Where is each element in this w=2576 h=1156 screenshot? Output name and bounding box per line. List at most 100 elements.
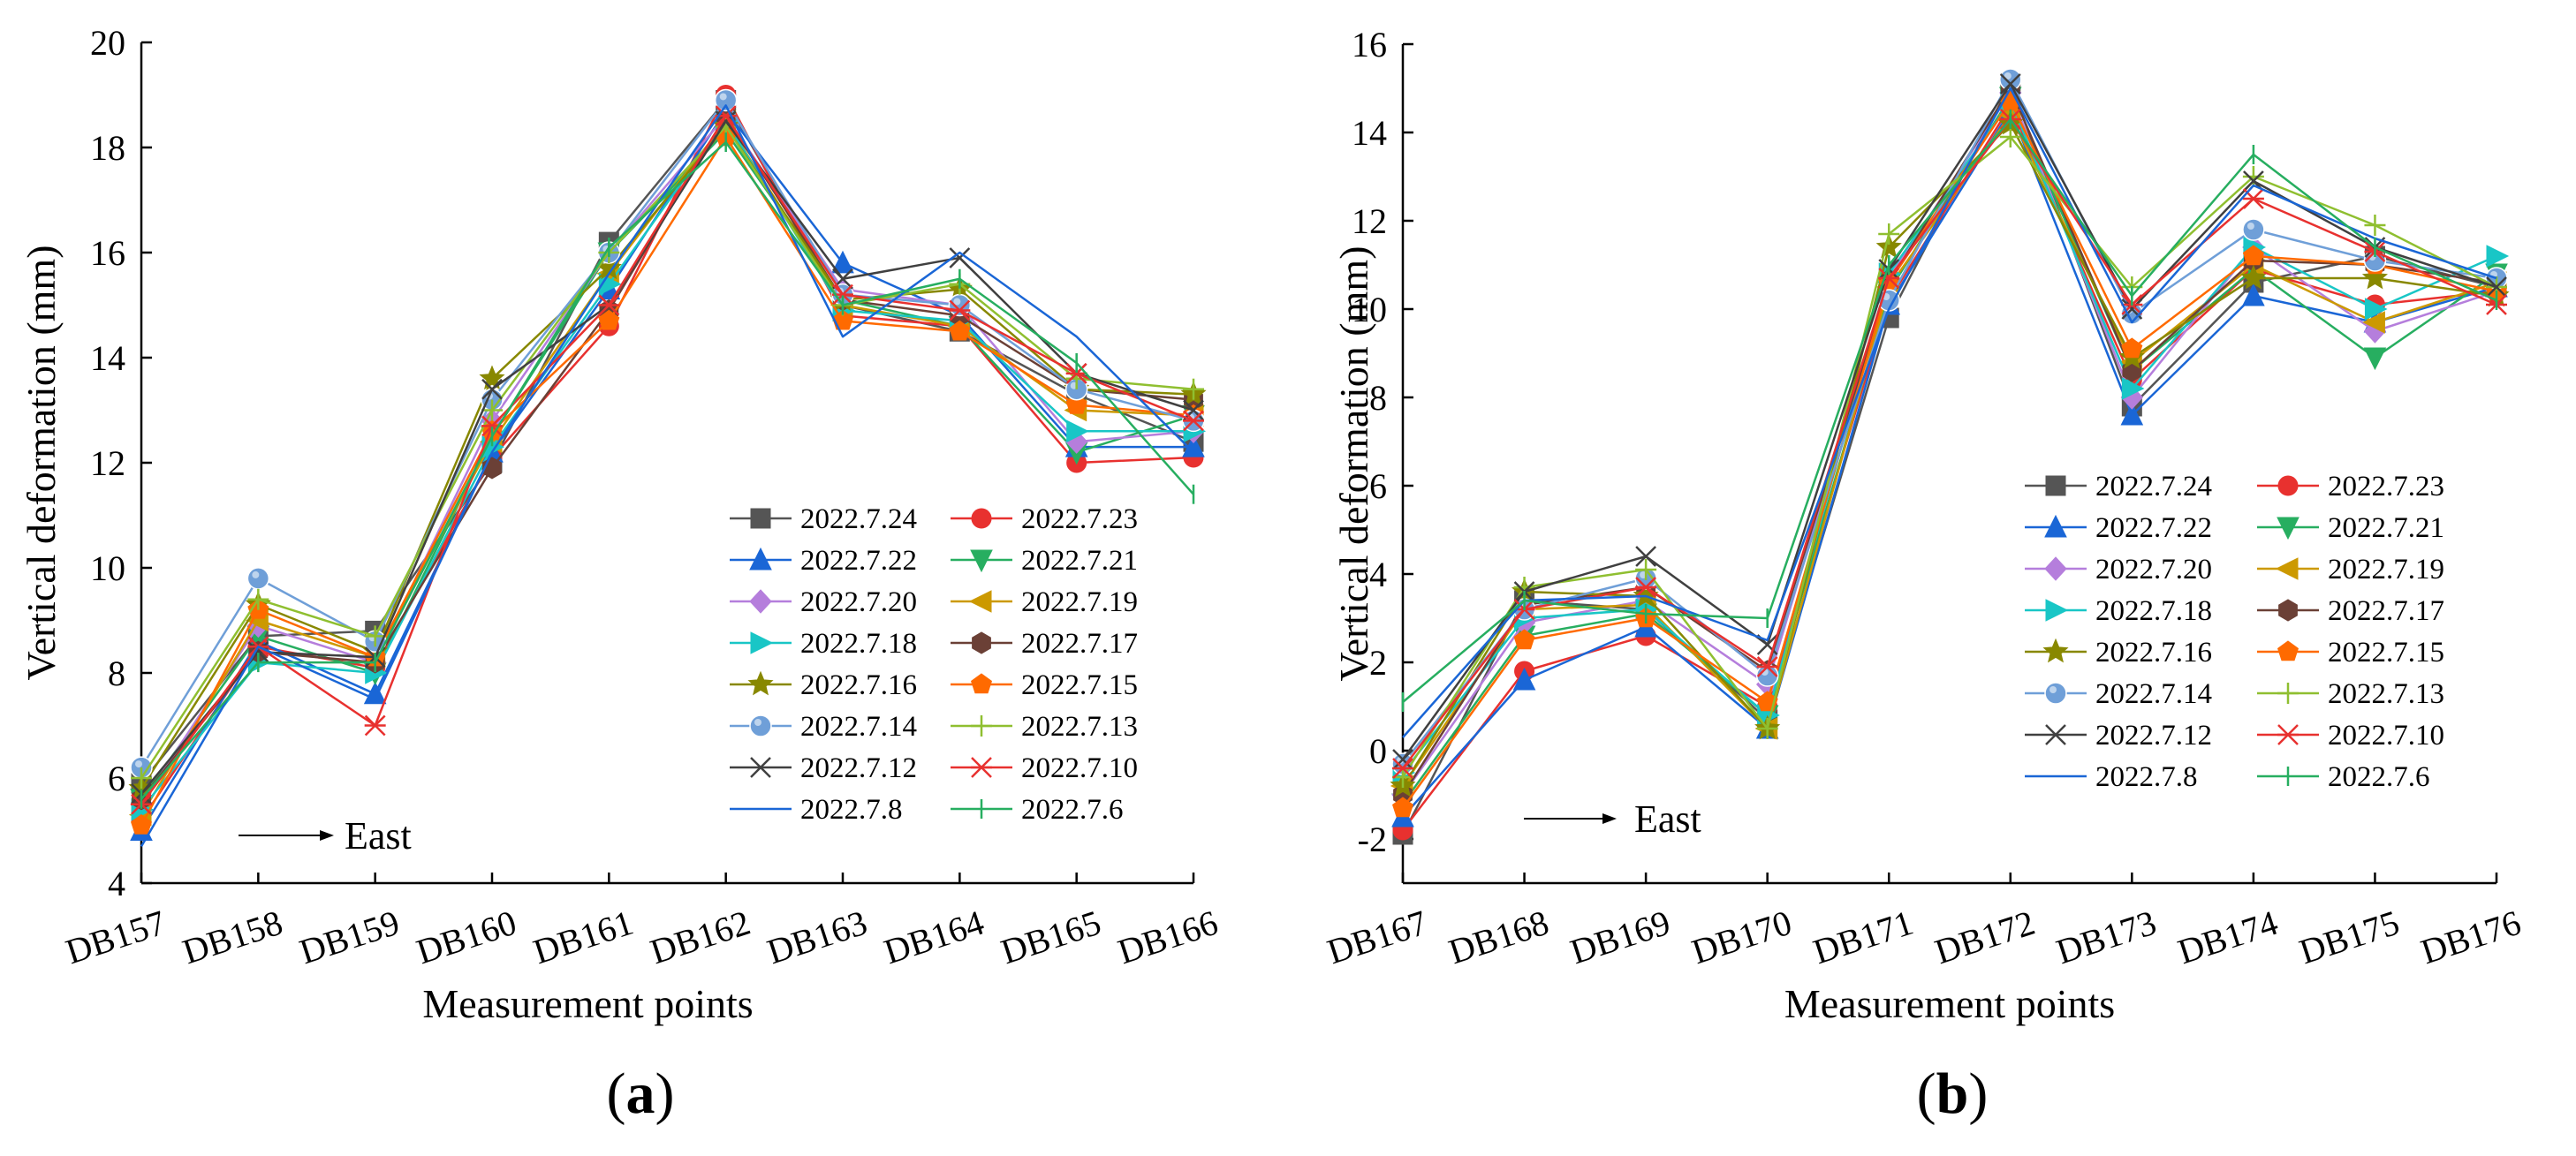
series-line xyxy=(1401,82,2497,760)
series-2022.7.10 xyxy=(131,105,1204,815)
data-point xyxy=(481,378,503,400)
legend-label: 2022.7.20 xyxy=(800,586,917,618)
legend-label: 2022.7.6 xyxy=(2328,761,2430,793)
legend-marker xyxy=(2277,517,2299,540)
series-line xyxy=(140,99,1194,768)
data-point xyxy=(1066,419,1089,443)
legend-marker xyxy=(2044,514,2067,538)
legend-item: 2022.7.19 xyxy=(2257,554,2444,586)
y-tick-label: 2 xyxy=(1369,643,1387,683)
chart-panel-a: 4 6 8 10 12 14 16 18 20 DB157 DB158 DB159 DB160 DB161… xyxy=(19,23,1223,1126)
y-tick-label: 14 xyxy=(1352,113,1387,153)
data-point xyxy=(1392,758,1413,779)
x-tick-label: DB163 xyxy=(762,903,872,972)
legend-marker xyxy=(749,589,772,614)
data-point xyxy=(1999,73,2021,94)
series-line xyxy=(1402,87,2497,738)
data-point xyxy=(2364,298,2388,321)
y-tick-label: 10 xyxy=(1352,290,1387,329)
legend-label: 2022.7.21 xyxy=(1021,545,1138,577)
legend-marker xyxy=(2275,557,2299,580)
y-tick-label: 16 xyxy=(1352,25,1387,64)
series-line xyxy=(140,104,1194,847)
legend-label: 2022.7.13 xyxy=(2328,678,2444,710)
series-line xyxy=(140,120,1193,811)
legend-item: 2022.7.22 xyxy=(730,545,917,577)
data-point xyxy=(1183,410,1204,432)
x-tick-label: DB161 xyxy=(528,903,638,972)
series-line xyxy=(1402,109,2497,818)
legend-item: 2022.7.10 xyxy=(2257,720,2444,752)
series-2022.7.22 xyxy=(1391,97,2508,827)
legend-label: 2022.7.17 xyxy=(1021,628,1138,660)
data-point xyxy=(2361,264,2388,290)
legend-item: 2022.7.15 xyxy=(951,669,1138,701)
data-point xyxy=(1513,629,1535,650)
x-tick-label: DB173 xyxy=(2051,903,2161,972)
legend-item: 2022.7.17 xyxy=(2257,595,2444,627)
data-point xyxy=(1875,233,1902,259)
legend-marker xyxy=(2044,556,2067,581)
series-line xyxy=(140,120,1194,795)
y-tick-label: 8 xyxy=(108,654,125,693)
legend-item: 2022.7.13 xyxy=(2257,678,2444,710)
series-line xyxy=(140,140,1194,800)
y-tick-label: 16 xyxy=(90,233,125,273)
data-point xyxy=(364,625,386,647)
y-tick-label: 8 xyxy=(1369,378,1387,418)
data-point xyxy=(598,309,620,330)
legend-label: 2022.7.19 xyxy=(2328,554,2444,586)
legend-label: 2022.7.14 xyxy=(2095,678,2212,710)
x-tick-label: DB158 xyxy=(178,903,287,972)
legend-item: 2022.7.6 xyxy=(2257,761,2430,793)
legend-item: 2022.7.22 xyxy=(2025,512,2212,544)
legend-item: 2022.7.15 xyxy=(2257,637,2444,669)
legend-label: 2022.7.6 xyxy=(1021,794,1124,826)
series-2022.7.12 xyxy=(131,110,1204,805)
legend-item: 2022.7.19 xyxy=(951,586,1138,618)
data-point xyxy=(1392,749,1413,770)
panel-label: (b) xyxy=(1917,1062,1989,1126)
legend-marker xyxy=(971,508,992,529)
legend-label: 2022.7.17 xyxy=(2328,595,2444,627)
legend-item: 2022.7.23 xyxy=(951,503,1138,535)
legend-label: 2022.7.21 xyxy=(2328,512,2444,544)
y-axis-title: Vertical deformation (mm) xyxy=(19,245,64,680)
series-line xyxy=(140,115,1194,805)
data-point xyxy=(1635,546,1656,567)
panel-label-close: ) xyxy=(655,1062,675,1126)
data-point xyxy=(949,320,971,341)
legend-label: 2022.7.10 xyxy=(2328,720,2444,752)
panel-label-letter: a xyxy=(626,1062,655,1126)
data-point xyxy=(1878,223,1900,245)
east-label: East xyxy=(1634,797,1701,841)
legend-item: 2022.7.13 xyxy=(951,711,1138,743)
legend-marker xyxy=(747,670,774,696)
series-line xyxy=(1402,117,2497,703)
y-tick-label: 4 xyxy=(108,864,125,903)
legend-marker xyxy=(2277,683,2299,704)
legend-item: 2022.7.14 xyxy=(730,711,917,743)
legend-marker xyxy=(750,631,774,654)
data-point xyxy=(2121,337,2143,359)
series-group xyxy=(1390,68,2510,845)
series-group xyxy=(128,85,1207,847)
legend-item: 2022.7.8 xyxy=(730,794,903,826)
legend-item: 2022.7.21 xyxy=(2257,512,2444,544)
y-tick-label: 6 xyxy=(1369,466,1387,506)
x-tick-label: DB170 xyxy=(1687,903,1797,972)
data-point xyxy=(2242,245,2264,266)
data-point xyxy=(2486,245,2510,268)
arrow-head xyxy=(1602,813,1617,824)
east-arrow: East xyxy=(239,814,412,858)
x-tick-label: DB165 xyxy=(996,903,1106,972)
x-axis-title: Measurement points xyxy=(1784,981,2115,1026)
data-point xyxy=(598,294,620,316)
y-tick-label: 20 xyxy=(90,23,125,63)
series-2022.7.21 xyxy=(130,121,1205,812)
legend-marker xyxy=(2277,640,2299,661)
x-tick-label: DB174 xyxy=(2173,903,2283,972)
legend-marker xyxy=(749,547,772,570)
legend-marker xyxy=(971,757,992,778)
